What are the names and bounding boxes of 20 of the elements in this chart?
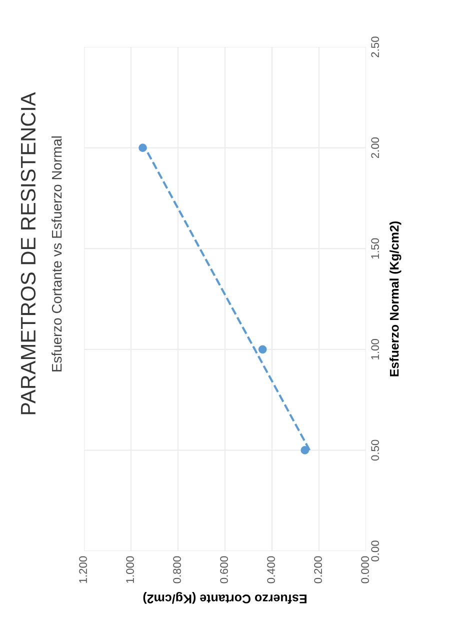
y-tick-label: 0.00 (371, 540, 380, 562)
x-tick-label: 0.400 (267, 556, 275, 584)
x-tick-label: 1.000 (126, 556, 134, 583)
x-tick-label: 1.200 (79, 556, 87, 583)
x-tick-label: 0.800 (173, 556, 181, 584)
x-tick-label: 0.200 (314, 556, 322, 584)
y-tick-label: 2.00 (371, 137, 380, 158)
point (300, 446, 310, 454)
y-tick-label: 0.50 (371, 440, 380, 461)
point (138, 144, 147, 152)
y-axis-title: Esfuerzo Normal (Kg/cm2) (390, 221, 402, 376)
y-tick-label: 2.50 (371, 36, 380, 58)
x-tick-label: 0.600 (220, 556, 228, 584)
x-tick-label: 0.000 (361, 556, 369, 584)
point (258, 345, 267, 354)
y-tick-label: 1.50 (371, 238, 380, 259)
text: Esfuerzo Cortante vs Esfuerzo Normal (52, 136, 62, 372)
text: PARAMETROS DE RESISTENCIA (20, 92, 36, 414)
y-tick-label: 1.00 (371, 339, 380, 360)
x-axis-title: Esfuerzo Cortante (Kg/cm2) (143, 592, 306, 604)
